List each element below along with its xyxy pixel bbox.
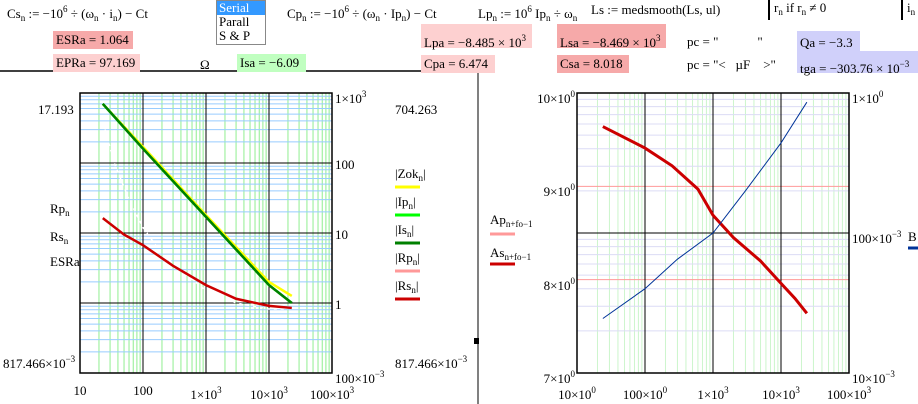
x-tick-label: 100×103: [309, 385, 355, 402]
result-csa[interactable]: Csa = 8.018: [557, 55, 629, 73]
series-rsn: [102, 217, 292, 310]
formula-cs[interactable]: Csn := −106 ÷ (ωn · in) − Ct: [7, 4, 148, 23]
y-left-tick-label: 9×100: [543, 182, 575, 200]
formula-i[interactable]: in: [901, 0, 915, 20]
legend-item[interactable]: Apn+fo−1: [490, 212, 533, 229]
y-right-tick-label: 10×10−3: [852, 369, 895, 386]
result-cpa[interactable]: Cpa = 6.474: [421, 55, 495, 73]
formula-cp[interactable]: Cpn := −106 ÷ (ωn · Ipn) − Ct: [287, 4, 437, 23]
result-esra[interactable]: ESRa = 1.064: [53, 31, 133, 49]
x-tick-label: 1×103: [190, 385, 222, 402]
y-right-tick-label: 1×100: [852, 89, 884, 106]
result-isa[interactable]: Isa = −6.09: [237, 54, 306, 72]
x-tick-label: 10: [73, 383, 87, 398]
legend-item[interactable]: |Rsn|: [395, 278, 419, 295]
left-plot-rs-label: Rsn: [50, 229, 69, 246]
listbox-option-serial[interactable]: Serial: [217, 1, 265, 15]
result-lsa[interactable]: Lsa = −8.469 × 103: [557, 24, 666, 50]
x-tick-label: 100: [133, 383, 153, 398]
legend-item[interactable]: B: [908, 229, 917, 244]
left-plot-rp-label: Rpn: [50, 201, 70, 218]
result-qa[interactable]: Qa = −3.3: [800, 35, 853, 50]
result-lpa[interactable]: Lpa = −8.485 × 103: [421, 24, 532, 50]
x-tick-label: 10×100: [558, 385, 596, 402]
y-tick-label: 100×10−3: [335, 369, 385, 386]
left-plot-right-ymin-label[interactable]: 817.466×10−3: [395, 354, 468, 371]
y-left-tick-label: 8×100: [543, 275, 575, 293]
result-tga[interactable]: tga = −303.76 × 10−3: [800, 59, 910, 76]
left-plot-ymin-label[interactable]: 817.466×10−3: [3, 354, 76, 371]
y-tick-label: 1×103: [335, 89, 367, 106]
legend-item[interactable]: |Isn|: [395, 222, 415, 239]
left-plot-ymax-label[interactable]: 17.193: [38, 102, 74, 117]
y-right-tick-label: 100×10−3: [852, 229, 902, 246]
x-tick-label: 10×103: [762, 385, 800, 402]
x-tick-label: 10×103: [250, 385, 288, 402]
x-tick-label: 100×103: [826, 385, 872, 402]
listbox-option-parall[interactable]: Parall: [219, 14, 250, 29]
listbox-option-s-and-p[interactable]: S & P: [219, 28, 251, 43]
y-tick-label: 100: [335, 157, 355, 172]
result-pc-2[interactable]: pc = "< µF >": [687, 57, 776, 72]
right-plot-frame: [576, 92, 850, 374]
y-tick-label: 1: [335, 297, 342, 312]
left-plot-frame: [79, 92, 333, 374]
ohm-unit: Ω: [200, 57, 210, 72]
y-left-tick-label: 7×100: [543, 369, 575, 386]
x-tick-label: 1×103: [697, 385, 729, 402]
series-b: [602, 101, 808, 319]
y-tick-label: 10: [335, 227, 348, 242]
legend-item[interactable]: Asn+fo−1: [490, 245, 532, 262]
left-plot-right-ymax-label[interactable]: 704.263: [395, 102, 438, 117]
legend-item[interactable]: |Ipn|: [395, 194, 416, 211]
result-tga-bg: [797, 51, 918, 73]
result-pc-1[interactable]: pc = " ": [687, 34, 763, 49]
resize-handle: [474, 338, 479, 344]
formula-r[interactable]: rn if rn ≠ 0: [768, 0, 826, 20]
x-tick-label: 100×100: [622, 385, 668, 402]
legend-item[interactable]: |Zokn|: [395, 166, 426, 183]
y-left-tick-label: 10×100: [537, 89, 575, 106]
legend-item[interactable]: |Rpn|: [395, 250, 420, 267]
mode-listbox[interactable]: Serial Parall S & P: [216, 0, 266, 45]
formula-ls[interactable]: Ls := medsmooth(Ls, ul): [591, 2, 721, 17]
series-rpn: [104, 129, 288, 310]
formula-lp[interactable]: Lpn := 106 Ipn ÷ ωn: [478, 4, 578, 23]
series-asnfo: [602, 125, 809, 315]
left-plot-esra-label: ESRa: [50, 254, 80, 269]
result-epra[interactable]: EPRa = 97.169: [53, 54, 140, 72]
series-isn: [101, 103, 293, 304]
